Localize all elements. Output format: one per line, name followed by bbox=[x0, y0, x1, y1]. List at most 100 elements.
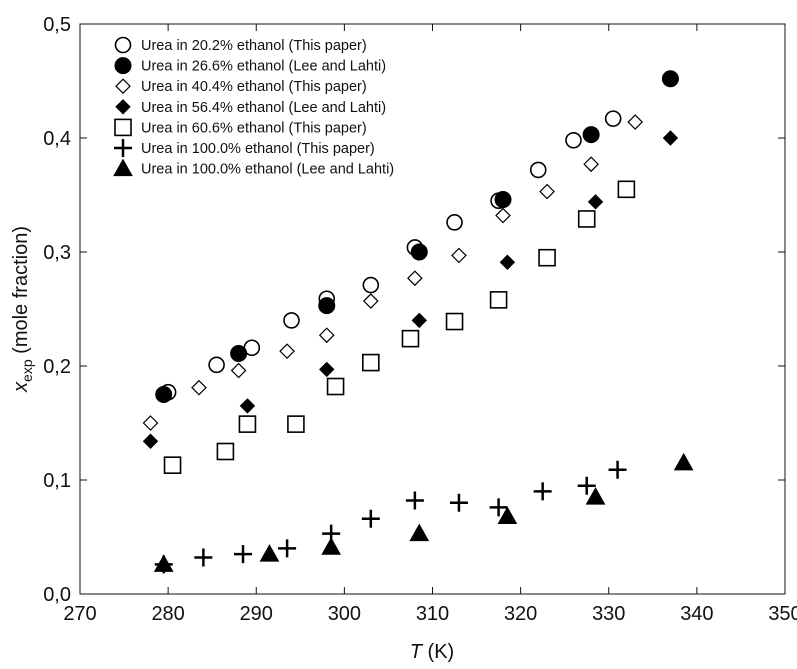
data-point bbox=[540, 185, 554, 199]
legend-entry: Urea in 40.4% ethanol (This paper) bbox=[116, 79, 367, 95]
legend-marker bbox=[115, 119, 131, 135]
data-point bbox=[662, 71, 678, 87]
data-point bbox=[498, 507, 516, 523]
data-point bbox=[589, 195, 603, 209]
legend-label: Urea in 56.4% ethanol (Lee and Lahti) bbox=[141, 100, 386, 116]
series-plus bbox=[155, 461, 627, 574]
x-axis-label-unit: (K) bbox=[422, 641, 454, 663]
data-point bbox=[319, 298, 335, 314]
data-point bbox=[209, 357, 224, 372]
x-tick-label: 330 bbox=[592, 603, 625, 625]
data-point bbox=[322, 538, 340, 554]
data-point bbox=[496, 209, 510, 223]
data-point bbox=[156, 387, 172, 403]
y-axis-label: xexp (mole fraction) bbox=[10, 226, 35, 393]
legend-entry: Urea in 20.2% ethanol (This paper) bbox=[116, 38, 367, 55]
data-point bbox=[675, 454, 693, 470]
data-point bbox=[583, 127, 599, 143]
x-tick-label: 350 bbox=[768, 603, 797, 625]
y-tick-labels: 0,0 0,1 0,2 0,3 0,4 0,5 bbox=[43, 14, 71, 606]
data-point bbox=[284, 313, 299, 328]
data-point bbox=[165, 457, 181, 473]
data-point bbox=[491, 292, 507, 308]
data-point bbox=[606, 111, 621, 126]
legend-marker bbox=[116, 100, 130, 114]
x-tick-label: 320 bbox=[504, 603, 537, 625]
x-tick-label: 310 bbox=[416, 603, 449, 625]
data-point bbox=[628, 115, 642, 129]
legend-marker bbox=[116, 79, 130, 93]
legend-entry: Urea in 60.6% ethanol (This paper) bbox=[115, 119, 367, 136]
legend-entry: Urea in 100.0% ethanol (Lee and Lahti) bbox=[114, 160, 394, 178]
data-point bbox=[663, 131, 677, 145]
data-point bbox=[447, 215, 462, 230]
data-point bbox=[144, 434, 158, 448]
data-point bbox=[260, 545, 278, 561]
data-point bbox=[609, 461, 627, 479]
data-point bbox=[618, 181, 634, 197]
data-point bbox=[452, 248, 466, 262]
data-point bbox=[278, 539, 296, 557]
data-point bbox=[587, 488, 605, 504]
legend-entry: Urea in 100.0% ethanol (This paper) bbox=[114, 139, 375, 157]
data-point bbox=[217, 444, 233, 460]
data-point bbox=[447, 314, 463, 330]
data-point bbox=[144, 416, 158, 430]
data-point bbox=[363, 278, 378, 293]
data-point bbox=[192, 381, 206, 395]
legend-label: Urea in 100.0% ethanol (Lee and Lahti) bbox=[141, 162, 394, 178]
legend-marker bbox=[114, 139, 132, 157]
x-axis-label: T (K) bbox=[410, 641, 454, 663]
y-axis-label-rest: (mole fraction) bbox=[10, 226, 32, 359]
data-point bbox=[450, 494, 468, 512]
data-point bbox=[408, 271, 422, 285]
data-point bbox=[363, 355, 379, 371]
x-tick-label: 280 bbox=[151, 603, 184, 625]
legend-label: Urea in 100.0% ethanol (This paper) bbox=[141, 141, 375, 157]
data-point bbox=[288, 416, 304, 432]
x-tick-label: 340 bbox=[680, 603, 713, 625]
y-tick-label: 0,4 bbox=[43, 128, 71, 150]
data-point bbox=[411, 244, 427, 260]
data-point bbox=[320, 328, 334, 342]
data-point bbox=[194, 549, 212, 567]
data-point bbox=[495, 192, 511, 208]
y-axis-label-sub: exp bbox=[19, 359, 35, 382]
data-point bbox=[239, 416, 255, 432]
data-point bbox=[584, 157, 598, 171]
legend-label: Urea in 60.6% ethanol (This paper) bbox=[141, 120, 367, 136]
y-tick-label: 0,1 bbox=[43, 470, 71, 492]
x-tick-labels: 270 280 290 300 310 320 330 340 350 bbox=[63, 603, 797, 625]
y-tick-label: 0,0 bbox=[43, 584, 71, 606]
data-point bbox=[531, 162, 546, 177]
data-point bbox=[320, 362, 334, 376]
x-tick-label: 270 bbox=[63, 603, 96, 625]
data-point bbox=[406, 492, 424, 510]
legend: Urea in 20.2% ethanol (This paper) Urea i… bbox=[114, 38, 394, 178]
data-point bbox=[410, 525, 428, 541]
legend-entry: Urea in 56.4% ethanol (Lee and Lahti) bbox=[116, 100, 386, 116]
legend-marker bbox=[114, 160, 132, 176]
data-point bbox=[234, 545, 252, 563]
legend-label: Urea in 40.4% ethanol (This paper) bbox=[141, 79, 367, 95]
data-point bbox=[231, 345, 247, 361]
data-point bbox=[534, 482, 552, 500]
data-point bbox=[566, 133, 581, 148]
x-tick-label: 300 bbox=[328, 603, 361, 625]
data-point bbox=[364, 294, 378, 308]
data-point bbox=[539, 250, 555, 266]
legend-marker bbox=[115, 58, 131, 74]
data-point bbox=[500, 255, 514, 269]
y-tick-label: 0,5 bbox=[43, 14, 71, 36]
data-point bbox=[280, 344, 294, 358]
data-point bbox=[579, 211, 595, 227]
legend-label: Urea in 26.6% ethanol (Lee and Lahti) bbox=[141, 59, 386, 75]
legend-label: Urea in 20.2% ethanol (This paper) bbox=[141, 38, 367, 54]
x-tick-label: 290 bbox=[240, 603, 273, 625]
data-point bbox=[362, 510, 380, 528]
data-point bbox=[412, 313, 426, 327]
series-square-open bbox=[165, 181, 635, 473]
legend-marker bbox=[116, 38, 131, 53]
data-point bbox=[402, 331, 418, 347]
y-tick-label: 0,2 bbox=[43, 356, 71, 378]
